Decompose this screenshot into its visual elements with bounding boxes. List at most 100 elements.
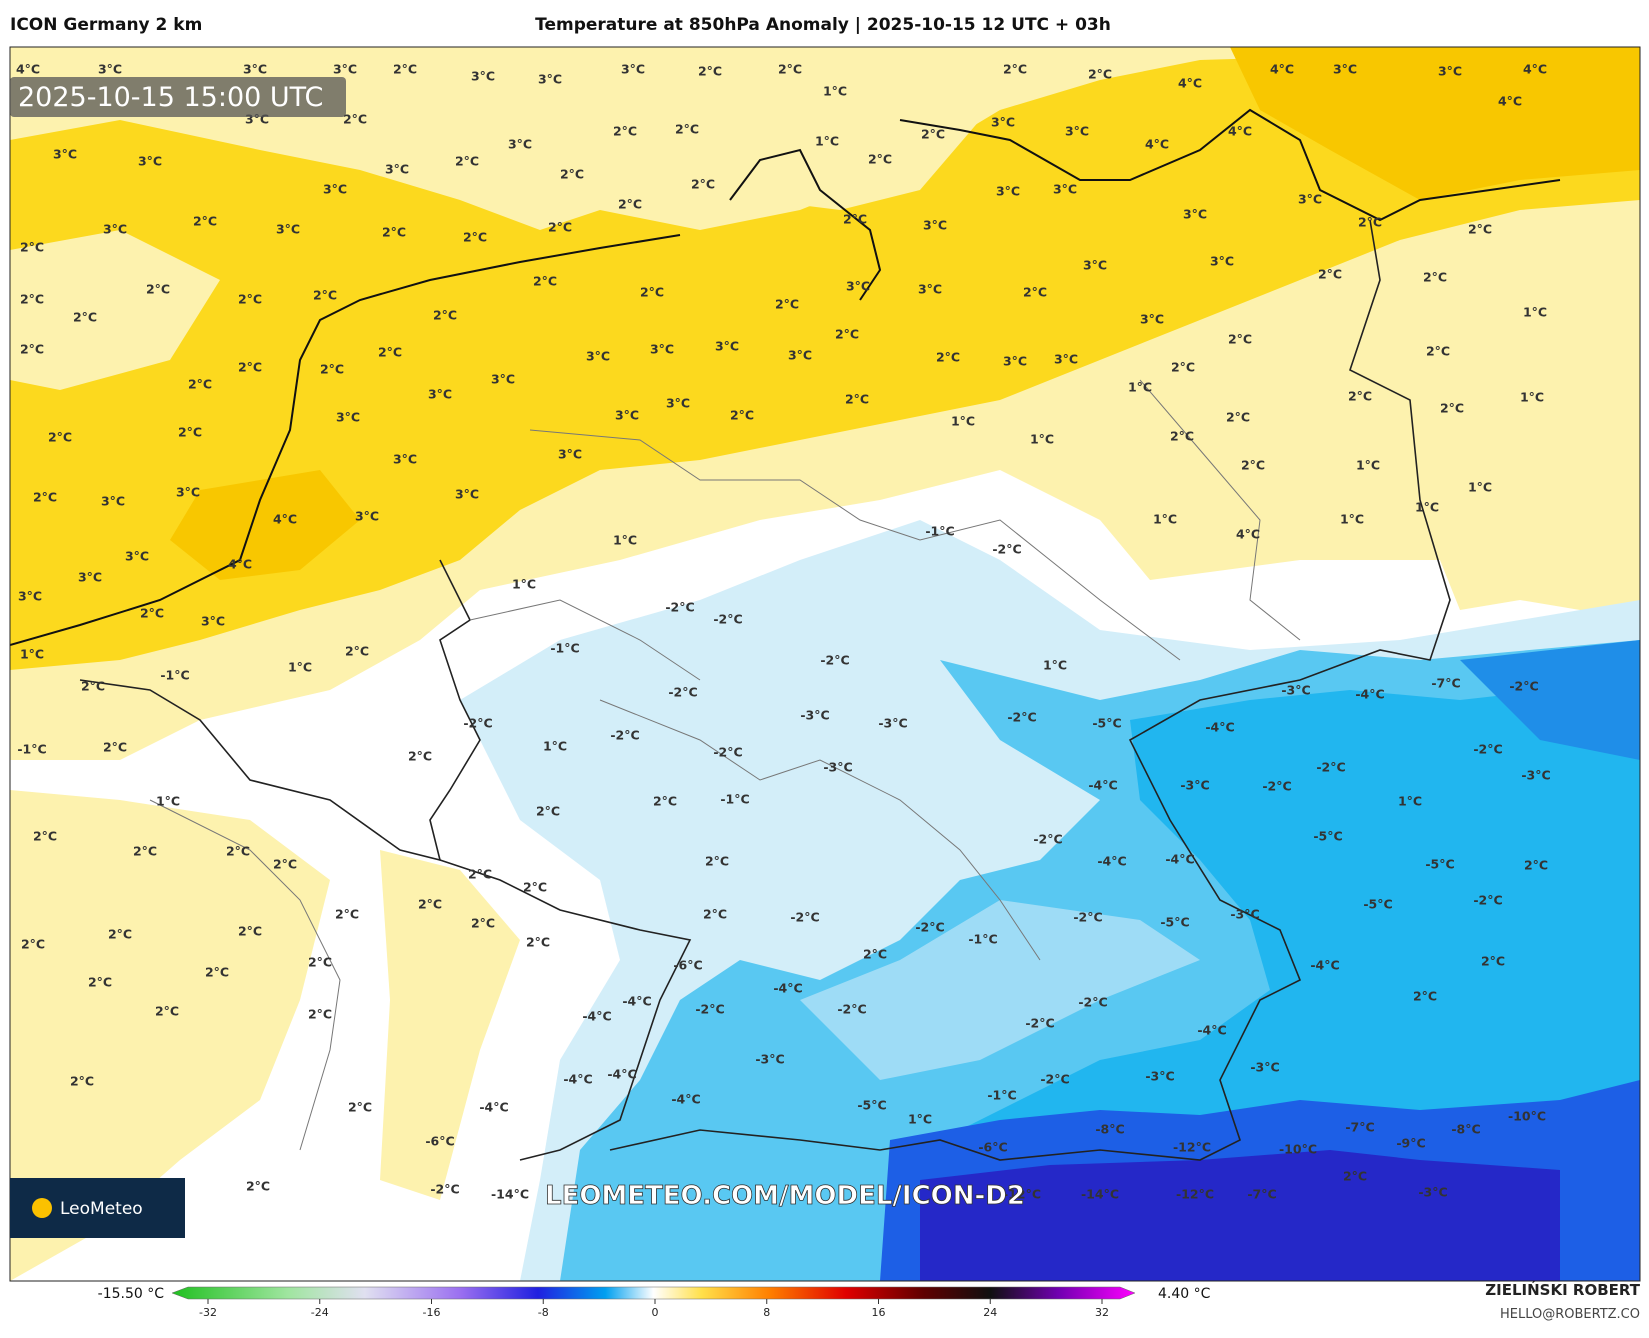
- temperature-label: 2°C: [343, 112, 367, 127]
- temperature-label: -4°C: [622, 994, 651, 1009]
- temperature-label: -2°C: [665, 600, 694, 615]
- temperature-label: 1°C: [1030, 432, 1054, 447]
- temperature-label: 3°C: [715, 339, 739, 354]
- temperature-label: 2°C: [103, 740, 127, 755]
- temperature-label: -2°C: [992, 542, 1021, 557]
- temperature-label: 2°C: [146, 282, 170, 297]
- temperature-label: 1°C: [20, 647, 44, 662]
- temperature-label: 2°C: [140, 606, 164, 621]
- temperature-label: 3°C: [98, 62, 122, 77]
- temperature-label: 3°C: [1438, 64, 1462, 79]
- temperature-label: 2°C: [471, 916, 495, 931]
- temperature-label: 2°C: [33, 490, 57, 505]
- temperature-label: -2°C: [713, 612, 742, 627]
- temperature-label: 4°C: [1228, 124, 1252, 139]
- temperature-label: 2°C: [335, 907, 359, 922]
- temperature-label: 3°C: [78, 570, 102, 585]
- author: ZIELIŃSKI ROBERT: [1485, 1280, 1640, 1299]
- temperature-label: 3°C: [1054, 352, 1078, 367]
- field-deep-east: [1460, 640, 1640, 760]
- temperature-label: 1°C: [1398, 794, 1422, 809]
- temperature-label: 1°C: [823, 84, 847, 99]
- temperature-label: -5°C: [1425, 857, 1454, 872]
- temperature-label: 3°C: [333, 62, 357, 77]
- temperature-label: 2°C: [921, 127, 945, 142]
- map-frame: [9, 46, 1641, 1282]
- temperature-label: 2°C: [548, 220, 572, 235]
- temperature-label: 2°C: [675, 122, 699, 137]
- temperature-label: 3°C: [1298, 192, 1322, 207]
- temperature-label: 3°C: [558, 447, 582, 462]
- temperature-label: -1°C: [17, 742, 46, 757]
- temperature-label: 2°C: [835, 327, 859, 342]
- temperature-label: 3°C: [923, 218, 947, 233]
- temperature-label: 2°C: [1423, 270, 1447, 285]
- field-light-yellow-s: [380, 850, 520, 1200]
- temperature-label: 1°C: [1043, 658, 1067, 673]
- temperature-label: 1°C: [1468, 480, 1492, 495]
- temperature-label: 2°C: [320, 362, 344, 377]
- field-light-yellow-sw: [10, 790, 330, 1281]
- temperature-label: -2°C: [790, 910, 819, 925]
- temperature-label: 2°C: [246, 1179, 270, 1194]
- temperature-label: 2°C: [523, 880, 547, 895]
- temperature-label: 2°C: [133, 844, 157, 859]
- colorbar-tick-label: 16: [872, 1306, 886, 1319]
- colorbar-tick-label: 24: [983, 1306, 997, 1319]
- temperature-label: 2°C: [348, 1100, 372, 1115]
- temperature-label: -6°C: [673, 958, 702, 973]
- temperature-label: -1°C: [720, 792, 749, 807]
- temperature-label: 3°C: [996, 184, 1020, 199]
- temperature-label: 2°C: [1524, 858, 1548, 873]
- temperature-label: -3°C: [1230, 907, 1259, 922]
- temperature-label: 4°C: [1236, 527, 1260, 542]
- temperature-label: -2°C: [463, 716, 492, 731]
- colorbar-max: 4.40 °C: [1158, 1286, 1211, 1302]
- temperature-label: 2°C: [238, 292, 262, 307]
- temperature-label: 3°C: [428, 387, 452, 402]
- temperature-label: 3°C: [471, 69, 495, 84]
- temperature-label: 3°C: [455, 487, 479, 502]
- temperature-label: -4°C: [1197, 1023, 1226, 1038]
- temperature-label: 3°C: [586, 349, 610, 364]
- temperature-label: 3°C: [1065, 124, 1089, 139]
- temperature-label: 3°C: [101, 494, 125, 509]
- temperature-label: 3°C: [355, 509, 379, 524]
- temperature-label: -2°C: [430, 1182, 459, 1197]
- temperature-label: -6°C: [425, 1134, 454, 1149]
- temperature-label: 2°C: [526, 935, 550, 950]
- temperature-label: 2°C: [1170, 429, 1194, 444]
- temperature-label: 2°C: [463, 230, 487, 245]
- temperature-label: -6°C: [978, 1140, 1007, 1155]
- temperature-label: -4°C: [479, 1100, 508, 1115]
- temperature-label: -3°C: [1418, 1185, 1447, 1200]
- temperature-label: 3°C: [1333, 62, 1357, 77]
- temperature-label: -3°C: [755, 1052, 784, 1067]
- temperature-label: 2°C: [178, 425, 202, 440]
- temperature-label: 4°C: [273, 512, 297, 527]
- temperature-label: 2°C: [936, 350, 960, 365]
- temperature-label: 2°C: [1426, 344, 1450, 359]
- temperature-label: -2°C: [1509, 679, 1538, 694]
- temperature-label: -3°C: [1250, 1060, 1279, 1075]
- temperature-label: 1°C: [1520, 390, 1544, 405]
- field-yellow: [10, 47, 1640, 670]
- temperature-label: -2°C: [837, 1002, 866, 1017]
- temperature-label: -8°C: [1451, 1122, 1480, 1137]
- temperature-label: -1°C: [550, 641, 579, 656]
- temperature-label: 2°C: [378, 345, 402, 360]
- temperature-label: 2°C: [188, 377, 212, 392]
- temperature-label: 2°C: [703, 907, 727, 922]
- temperature-label: 3°C: [621, 62, 645, 77]
- temperature-label: -2°C: [820, 653, 849, 668]
- temperature-label: 4°C: [1145, 137, 1169, 152]
- temperature-label: -5°C: [1160, 915, 1189, 930]
- temperature-label: 2°C: [418, 897, 442, 912]
- temperature-label: -4°C: [1310, 958, 1339, 973]
- model-name: ICON Germany 2 km: [10, 15, 202, 35]
- email: HELLO@ROBERTZ.CO: [1500, 1307, 1640, 1322]
- borders: [79, 219, 1451, 1161]
- temperature-label: 2°C: [613, 124, 637, 139]
- temperature-label: 2°C: [618, 197, 642, 212]
- temperature-label: 3°C: [276, 222, 300, 237]
